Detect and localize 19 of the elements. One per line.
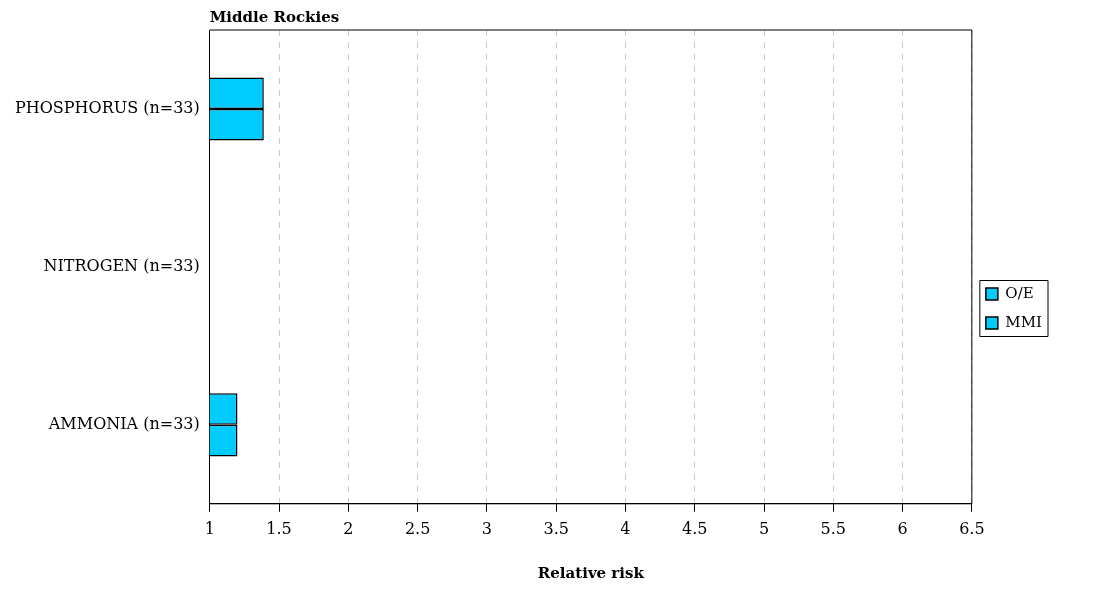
x-axis-title: Relative risk [537,563,645,582]
x-tick-label: 1 [204,518,215,538]
x-tick-label: 3 [481,518,492,538]
x-tick-label: 1.5 [266,518,292,538]
x-tick-label: 3.5 [543,518,569,538]
x-tick-label: 6 [897,518,908,538]
x-tick-label: 2.5 [404,518,431,538]
x-tick-label: 4 [620,518,631,538]
y-tick-label: PHOSPHORUS (n=33) [15,98,200,118]
legend-label: O/E [1005,283,1034,302]
x-tick-label: 6.5 [959,518,985,538]
x-tick-label: 5 [758,518,770,538]
x-tick-label: 5.5 [820,518,847,538]
x-tick-label: 2 [343,518,354,538]
x-tick-label: 4.5 [682,518,708,538]
legend-label: MMI [1005,312,1043,331]
chart-title: Middle Rockies [209,8,340,27]
y-tick-label: AMMONIA (n=33) [47,413,200,433]
y-tick-label: NITROGEN (n=33) [43,256,200,276]
